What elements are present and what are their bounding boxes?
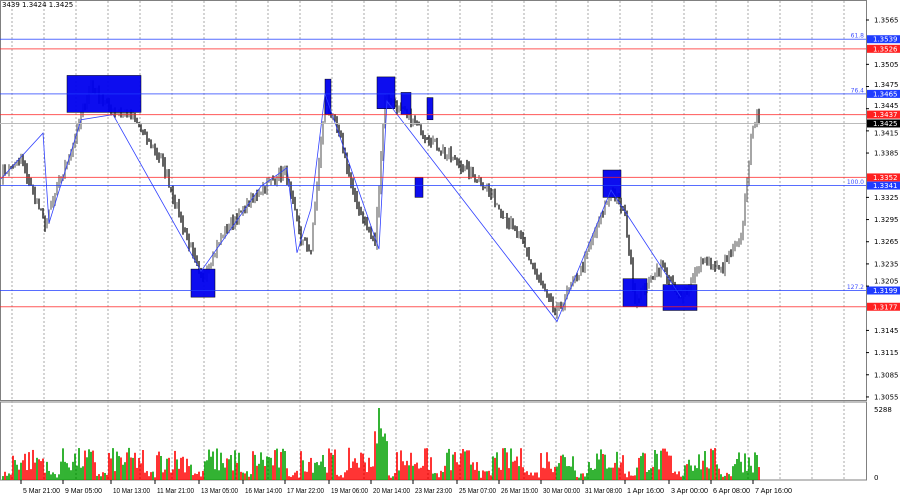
- zone-box: [602, 169, 622, 198]
- y-tick-label: 1.3475: [874, 81, 899, 89]
- fib-level-label: 127.2: [847, 284, 864, 291]
- fib-level-label: 76.4: [851, 87, 865, 94]
- x-tick-label: 26 Mar 15:00: [501, 488, 538, 495]
- y-tick-label: 1.3325: [874, 194, 899, 202]
- x-tick-label: 30 Mar 00:00: [543, 488, 580, 495]
- x-tick-label: 13 Mar 05:00: [201, 488, 238, 495]
- level-price-label: 1.3199: [873, 287, 898, 295]
- zone-box: [662, 284, 698, 311]
- x-tick-label: 1 Apr 16:00: [627, 488, 664, 495]
- zone-box: [190, 268, 216, 298]
- y-tick-label: 1.3505: [874, 61, 899, 69]
- y-tick-label: 1.3235: [874, 260, 899, 268]
- ohlc-readout: 3439 1.3424 1.3425: [2, 1, 74, 9]
- y-tick-label: 1.3115: [874, 349, 899, 357]
- current-price-tag: [867, 119, 900, 128]
- x-tick-label: 25 Mar 07:00: [459, 488, 496, 495]
- level-price-label: 1.3539: [873, 36, 898, 44]
- fib-level-label: 100.0: [847, 179, 864, 186]
- y-tick-label: 1.3205: [874, 278, 899, 286]
- zigzag-line: [0, 93, 682, 323]
- level-price-tag: [867, 110, 900, 119]
- level-price-tag: [867, 173, 900, 182]
- x-tick-label: 17 Mar 22:00: [287, 488, 324, 495]
- level-price-label: 1.3437: [873, 111, 898, 119]
- y-tick-label: 1.3415: [874, 129, 899, 137]
- zone-box: [376, 76, 396, 109]
- x-tick-label: 11 Mar 21:00: [157, 488, 194, 495]
- zone-box: [414, 177, 424, 198]
- x-tick-label: 20 Mar 14:00: [373, 488, 410, 495]
- price-pane-frame: [0, 0, 867, 401]
- y-tick-label: 1.3145: [874, 327, 899, 335]
- x-tick-label: 9 Mar 05:00: [65, 488, 102, 495]
- zone-box: [400, 92, 412, 115]
- x-tick-label: 6 Apr 08:00: [713, 488, 750, 495]
- zone-box: [426, 97, 434, 121]
- current-price-label: 1.3425: [873, 120, 898, 128]
- x-tick-label: 5 Mar 21:00: [23, 488, 60, 495]
- volume-max-label: 5288: [874, 406, 892, 414]
- level-price-tag: [867, 302, 900, 311]
- level-price-tag: [867, 44, 900, 53]
- y-tick-label: 1.3445: [874, 102, 899, 110]
- level-price-label: 1.3177: [873, 303, 898, 311]
- y-tick-label: 1.3055: [874, 393, 899, 401]
- y-tick-label: 1.3385: [874, 150, 899, 158]
- y-tick-label: 1.3295: [874, 216, 899, 224]
- level-price-label: 1.3465: [873, 90, 898, 98]
- y-tick-label: 1.3265: [874, 238, 899, 246]
- level-price-label: 1.3526: [873, 45, 898, 53]
- x-tick-label: 16 Mar 14:00: [245, 488, 282, 495]
- level-price-tag: [867, 89, 900, 98]
- x-tick-label: 7 Apr 16:00: [755, 488, 792, 495]
- level-price-tag: [867, 286, 900, 295]
- x-tick-label: 3 Apr 00:00: [671, 488, 708, 495]
- level-price-tag: [867, 35, 900, 44]
- x-tick-label: 19 Mar 06:00: [331, 488, 368, 495]
- fib-level-label: 61.8: [851, 33, 865, 40]
- level-price-tag: [867, 181, 900, 190]
- zone-box: [622, 278, 648, 308]
- y-tick-label: 1.3565: [874, 17, 899, 25]
- y-tick-label: 1.3085: [874, 371, 899, 379]
- x-tick-label: 10 Mar 13:00: [113, 488, 150, 495]
- level-price-label: 1.3341: [873, 182, 898, 190]
- level-price-label: 1.3352: [873, 174, 898, 182]
- x-tick-label: 23 Mar 23:00: [415, 488, 452, 495]
- volume-min-label: 0: [874, 474, 878, 482]
- x-tick-label: 31 Mar 08:00: [585, 488, 622, 495]
